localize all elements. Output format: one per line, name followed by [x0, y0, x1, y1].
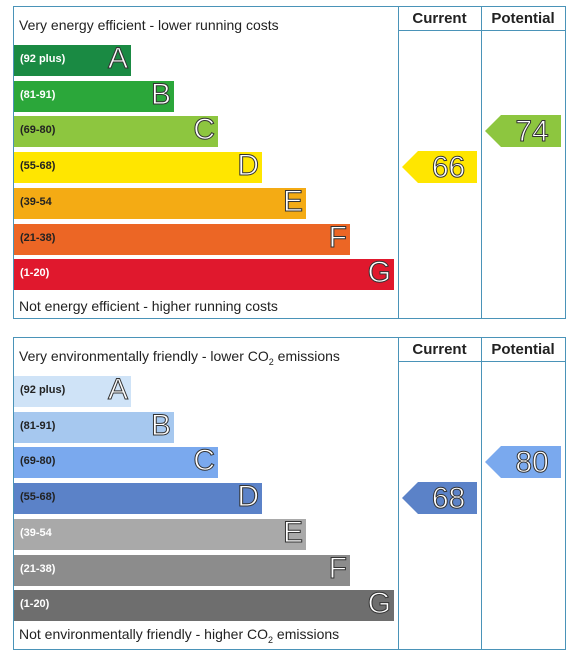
- band-letter: B: [150, 77, 171, 111]
- band-letter: E: [282, 184, 303, 218]
- band-letter: G: [367, 587, 391, 621]
- column-divider: [398, 7, 399, 318]
- potential-rating-value: 80: [515, 446, 549, 480]
- potential-column-header: Potential: [491, 341, 555, 358]
- rating-band-g: (1-20) G: [14, 256, 394, 291]
- potential-arrow-shape: [485, 115, 561, 148]
- header-divider: [398, 361, 565, 362]
- band-letter: F: [328, 220, 347, 254]
- current-rating-value: 66: [431, 151, 466, 185]
- potential-column-header: Potential: [491, 10, 555, 27]
- band-range-label: (55-68): [20, 491, 56, 504]
- band-letter: F: [328, 551, 347, 585]
- rating-band-e: (39-54 E: [14, 515, 306, 550]
- chart-top-caption: Very environmentally friendly - lower CO…: [19, 348, 340, 367]
- band-range-label: (92 plus): [20, 53, 66, 65]
- rating-band-f: (21-38) F: [14, 551, 350, 586]
- header-divider: [398, 30, 565, 31]
- column-divider: [398, 338, 399, 649]
- band-letter: C: [193, 113, 216, 147]
- rating-band-b: (81-91) B: [14, 408, 174, 443]
- band-range-label: (1-20): [20, 267, 50, 280]
- energy-efficiency-chart: Current Potential Very energy efficient - …: [13, 6, 566, 319]
- band-range-label: (69-80): [20, 455, 56, 468]
- rating-band-a: (92 plus) A: [14, 373, 131, 407]
- current-rating-arrow: 66: [402, 151, 477, 185]
- band-range-label: (81-91): [20, 419, 56, 432]
- column-divider: [481, 7, 482, 318]
- rating-band-e: (39-54 E: [14, 184, 306, 219]
- environmental-impact-chart: Current Potential Very environmentally fri…: [13, 337, 566, 650]
- rating-band-g: (1-20) G: [14, 587, 394, 622]
- band-range-label: (81-91): [20, 88, 56, 101]
- rating-band-f: (21-38) F: [14, 220, 350, 255]
- potential-rating-arrow: 74: [485, 115, 561, 149]
- band-range-label: (55-68): [20, 160, 56, 173]
- band-range-label: (1-20): [20, 598, 50, 611]
- band-letter: B: [150, 408, 171, 442]
- chart-bottom-caption: Not environmentally friendly - higher CO…: [19, 626, 340, 645]
- current-arrow-shape: [402, 151, 477, 184]
- band-range-label: (21-38): [20, 231, 56, 244]
- band-range-label: (39-54: [20, 526, 52, 539]
- chart-bottom-caption: Not energy efficient - higher running co…: [19, 298, 278, 314]
- rating-band-c: (69-80) C: [14, 444, 218, 479]
- current-column-header: Current: [412, 10, 467, 27]
- band-letter: A: [107, 373, 128, 407]
- band-range-label: (69-80): [20, 124, 56, 137]
- chart-top-caption: Very energy efficient - lower running co…: [19, 17, 279, 33]
- band-range-label: (39-54: [20, 195, 52, 208]
- band-letter: C: [193, 444, 216, 478]
- band-letter: E: [282, 515, 303, 549]
- current-rating-arrow: 68: [402, 482, 477, 516]
- potential-rating-value: 74: [515, 115, 549, 149]
- current-rating-value: 68: [431, 482, 466, 516]
- current-column-header: Current: [412, 341, 467, 358]
- column-divider: [481, 338, 482, 649]
- rating-band-c: (69-80) C: [14, 113, 218, 148]
- rating-band-d: (55-68) D: [14, 480, 262, 515]
- band-letter: D: [237, 149, 260, 183]
- band-range-label: (92 plus): [20, 384, 66, 396]
- potential-rating-arrow: 80: [485, 446, 561, 480]
- rating-band-b: (81-91) B: [14, 77, 174, 112]
- band-letter: A: [107, 42, 128, 76]
- band-range-label: (21-38): [20, 562, 56, 575]
- potential-arrow-shape: [485, 446, 561, 479]
- rating-band-a: (92 plus) A: [14, 42, 131, 76]
- band-letter: D: [237, 480, 260, 514]
- current-arrow-shape: [402, 482, 477, 515]
- band-letter: G: [367, 256, 391, 290]
- rating-band-d: (55-68) D: [14, 149, 262, 184]
